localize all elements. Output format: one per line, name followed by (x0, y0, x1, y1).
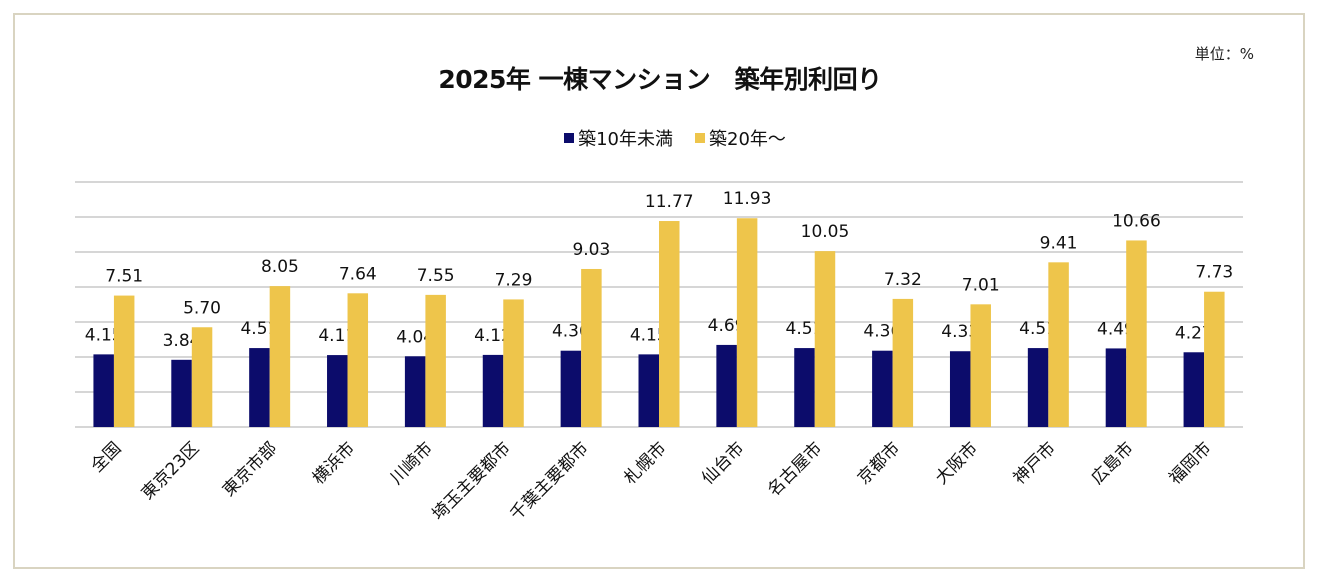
bar-over20 (191, 327, 213, 427)
x-tick-label: 千葉主要都市 (506, 438, 592, 524)
bar-over20 (1204, 291, 1225, 427)
data-label: 7.01 (962, 275, 1000, 295)
bar-under10 (249, 348, 270, 427)
data-label: 10.66 (1112, 211, 1161, 231)
x-tick-label: 仙台市 (698, 438, 748, 488)
data-label: 3.84 (163, 331, 201, 351)
data-label: 4.12 (474, 326, 512, 346)
data-label: 4.49 (1097, 319, 1135, 339)
bar-over20 (347, 293, 369, 427)
data-label: 11.93 (723, 189, 772, 209)
x-tick-label: 札幌市 (620, 438, 670, 488)
data-label: 10.05 (801, 222, 850, 242)
bar-under10 (638, 354, 659, 427)
legend: 築10年未満 築20年～ (0, 125, 1320, 151)
bar-under10 (794, 348, 815, 427)
data-label: 4.36 (863, 322, 901, 342)
data-label: 7.73 (1195, 263, 1233, 283)
data-label: 4.51 (786, 319, 824, 339)
data-label: 7.64 (339, 264, 377, 284)
bar-over20 (970, 304, 991, 427)
data-label: 5.70 (183, 298, 221, 318)
data-label: 7.51 (105, 267, 143, 287)
bar-over20 (736, 218, 758, 427)
bar-under10 (171, 359, 192, 427)
legend-label-over20: 築20年～ (709, 129, 786, 150)
bar-over20 (581, 268, 602, 427)
legend-swatch-over20 (695, 133, 705, 143)
x-tick-label: 川崎市 (387, 438, 437, 488)
bar-under10 (404, 356, 426, 427)
bar-over20 (113, 295, 135, 427)
legend-label-under10: 築10年未満 (578, 129, 673, 150)
bar-under10 (93, 354, 114, 427)
data-label: 4.15 (630, 325, 668, 345)
data-label: 7.32 (884, 270, 922, 290)
x-tick-label: 東京23区 (138, 438, 204, 504)
legend-item-over20: 築20年～ (695, 125, 786, 151)
bar-over20 (659, 221, 680, 427)
data-label: 11.77 (645, 192, 694, 212)
chart-frame (13, 13, 1305, 569)
data-label: 7.55 (417, 266, 455, 286)
x-tick-label: 京都市 (854, 438, 904, 488)
data-label: 4.36 (552, 322, 590, 342)
bar-under10 (482, 354, 504, 427)
x-tick-label: 大阪市 (932, 438, 982, 488)
x-tick-label: 埼玉主要都市 (429, 438, 515, 524)
x-tick-label: 全国 (87, 438, 125, 476)
bar-under10 (1105, 348, 1127, 427)
x-tick-label: 名古屋市 (764, 438, 826, 500)
data-label: 4.04 (396, 327, 434, 347)
data-label: 9.03 (572, 240, 610, 260)
x-tick-label: 東京市部 (219, 438, 281, 500)
bar-under10 (949, 351, 971, 427)
bar-under10 (716, 344, 737, 427)
data-label: 4.33 (941, 322, 979, 342)
bar-under10 (872, 350, 893, 427)
data-label: 4.15 (85, 325, 123, 345)
x-tick-label: 横浜市 (309, 438, 359, 488)
data-label: 4.51 (240, 319, 278, 339)
data-label: 8.05 (261, 257, 299, 277)
x-tick-label: 神戸市 (1010, 438, 1060, 488)
bar-under10 (327, 355, 348, 427)
unit-label: 単位：% (1194, 45, 1254, 63)
chart-title: 2025年 一棟マンション 築年別利回り (438, 65, 882, 94)
x-tick-label: 広島市 (1088, 438, 1138, 488)
bar-over20 (814, 251, 836, 427)
bar-over20 (1126, 240, 1147, 427)
bar-over20 (503, 299, 524, 427)
bar-under10 (560, 350, 582, 427)
data-label: 7.29 (495, 270, 533, 290)
x-tick-label: 福岡市 (1165, 438, 1215, 488)
data-label: 9.41 (1040, 233, 1078, 253)
data-label: 4.11 (318, 326, 356, 346)
legend-swatch-under10 (564, 133, 575, 143)
bar-under10 (1027, 348, 1049, 427)
data-label: 4.27 (1175, 323, 1213, 343)
data-label: 4.69 (708, 316, 746, 336)
bar-over20 (1048, 262, 1069, 427)
bar-over20 (269, 286, 291, 427)
data-label: 4.51 (1019, 319, 1057, 339)
bar-under10 (1183, 352, 1205, 427)
bar-over20 (892, 298, 914, 427)
bar-over20 (425, 294, 446, 427)
legend-item-under10: 築10年未満 (564, 125, 673, 151)
